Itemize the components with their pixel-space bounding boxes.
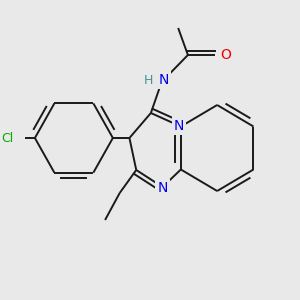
- Text: N: N: [158, 73, 169, 87]
- Text: O: O: [220, 48, 231, 62]
- Text: N: N: [174, 118, 184, 133]
- Text: N: N: [158, 181, 168, 195]
- Text: H: H: [143, 74, 153, 86]
- Text: Cl: Cl: [1, 131, 13, 145]
